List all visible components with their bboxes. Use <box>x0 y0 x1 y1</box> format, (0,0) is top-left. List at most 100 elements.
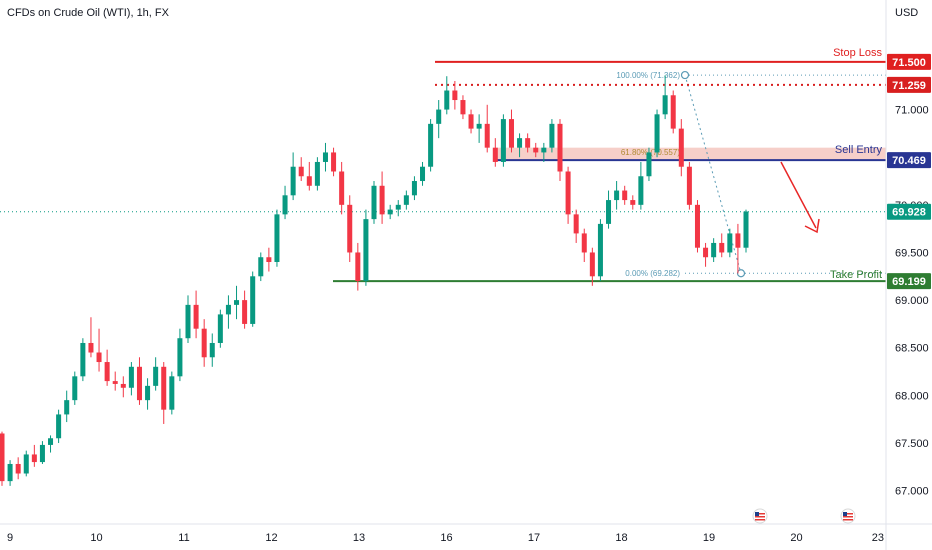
candle <box>508 109 514 153</box>
flag-canton <box>755 512 759 516</box>
candle <box>80 338 86 382</box>
candle <box>298 157 304 182</box>
price-badge-label: 70.469 <box>892 155 926 167</box>
candle <box>234 285 240 320</box>
candle <box>719 233 725 258</box>
candle <box>444 76 450 115</box>
flag-stripe <box>843 516 853 518</box>
candle-body <box>258 257 264 277</box>
event-marker[interactable] <box>840 508 856 524</box>
candle-body <box>727 233 733 253</box>
flag-canton <box>843 512 847 516</box>
candle-body <box>314 161 320 186</box>
candle-body <box>525 138 531 148</box>
candle <box>452 80 458 110</box>
candle <box>662 75 668 120</box>
candle <box>371 181 377 224</box>
time-axis[interactable]: 9 10 11 12 13 16 17 18 19 20 23 <box>7 532 884 544</box>
candle <box>0 431 5 486</box>
candle <box>7 460 13 486</box>
candle-body <box>363 219 369 282</box>
x-tick-label: 23 <box>872 532 884 544</box>
candle-body <box>606 200 612 224</box>
candle-body <box>719 242 725 253</box>
price-levels[interactable]: Stop Loss Sell Entry Take Profit <box>0 47 886 283</box>
candle <box>468 109 474 134</box>
candle <box>31 444 37 467</box>
candle-body <box>581 233 587 253</box>
candle-body <box>274 214 280 262</box>
candle-body <box>136 366 142 401</box>
annotations <box>752 161 856 524</box>
candle-body <box>234 300 240 305</box>
candle-body <box>64 400 70 415</box>
candle-body <box>468 114 474 129</box>
candle <box>476 114 482 143</box>
candle-body <box>225 304 231 315</box>
candle <box>128 362 134 396</box>
candle <box>290 152 296 201</box>
candle-body <box>298 166 304 177</box>
candle <box>23 450 29 477</box>
candle <box>64 390 70 423</box>
candle-body <box>120 383 126 388</box>
candle <box>96 328 102 372</box>
candle <box>395 200 401 217</box>
candle-body <box>533 147 539 153</box>
candle-body <box>565 171 571 215</box>
candle-body <box>88 342 94 353</box>
candle <box>678 119 684 177</box>
candle-body <box>403 195 409 205</box>
candle-body <box>517 138 523 148</box>
candle <box>589 247 595 286</box>
candle <box>436 100 442 139</box>
candle-body <box>7 463 13 482</box>
candle-body <box>743 211 749 248</box>
x-tick-label: 13 <box>353 532 365 544</box>
candle <box>339 161 345 215</box>
event-marker[interactable] <box>752 508 768 524</box>
take-profit-label: Take Profit <box>830 269 882 281</box>
y-tick-label: 67.500 <box>895 438 929 450</box>
price-badge-label: 71.259 <box>892 80 926 92</box>
candle-body <box>153 366 159 386</box>
price-badge: 69.928 <box>887 203 931 220</box>
x-tick-label: 17 <box>528 532 540 544</box>
candle-body <box>339 171 345 205</box>
x-tick-label: 10 <box>90 532 102 544</box>
candle <box>565 166 571 224</box>
candle-body <box>476 123 482 129</box>
candle-body <box>96 352 102 363</box>
candle-body <box>614 190 620 201</box>
x-tick-label: 18 <box>615 532 627 544</box>
y-tick-label: 68.500 <box>895 343 929 355</box>
currency-label[interactable]: USD <box>895 7 918 19</box>
candle <box>56 409 62 444</box>
candle <box>484 104 490 153</box>
candle <box>363 209 369 286</box>
candle <box>282 185 288 220</box>
candle <box>250 271 256 327</box>
candle-body <box>347 204 353 253</box>
candle <box>145 378 151 410</box>
candle-body <box>217 314 223 343</box>
flag-stripe <box>755 513 765 515</box>
candle-body <box>597 223 603 277</box>
candle <box>573 209 579 243</box>
candle-body <box>201 328 207 358</box>
candle-body <box>492 147 498 162</box>
candle-body <box>711 242 717 258</box>
candle-body <box>331 152 337 172</box>
candle <box>411 176 417 201</box>
candle-body <box>322 152 328 162</box>
candle <box>614 181 620 210</box>
price-badge: 71.259 <box>887 76 931 93</box>
candle-body <box>306 176 312 186</box>
x-tick-label: 9 <box>7 532 13 544</box>
candle <box>120 376 126 398</box>
price-badge-bg <box>887 76 931 93</box>
fib-handle-bottom[interactable] <box>736 269 746 278</box>
fib-handle-top[interactable] <box>680 70 690 80</box>
candle <box>193 290 199 339</box>
